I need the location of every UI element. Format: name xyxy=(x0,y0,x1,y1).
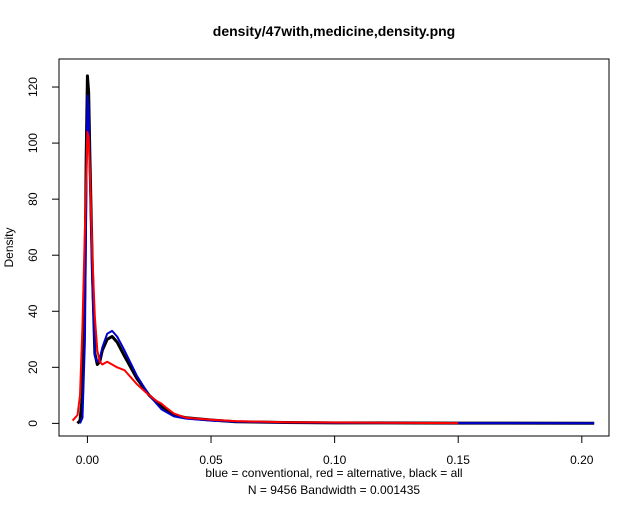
y-tick-label: 20 xyxy=(26,360,40,374)
y-axis: 0 20 40 60 80 100 120 xyxy=(26,77,60,427)
series-line-all xyxy=(76,74,595,425)
series-layer xyxy=(71,74,595,425)
x-axis: 0.00 0.05 0.10 0.15 0.20 xyxy=(76,435,594,467)
plot-frame xyxy=(58,58,610,437)
y-tick-label: 40 xyxy=(26,304,40,318)
y-axis-label: Density xyxy=(2,227,16,267)
x-tick-label: 0.05 xyxy=(199,453,223,467)
x-tick-label: 0.20 xyxy=(570,453,594,467)
x-tick-label: 0.00 xyxy=(76,453,100,467)
x-tick-label: 0.15 xyxy=(447,453,471,467)
x-axis-label-stats: N = 9456 Bandwidth = 0.001435 xyxy=(248,483,420,497)
series-line-alternative xyxy=(71,130,459,425)
y-tick-label: 0 xyxy=(26,420,40,427)
y-tick-label: 100 xyxy=(26,133,40,153)
x-axis-label-legend: blue = conventional, red = alternative, … xyxy=(205,466,462,480)
y-tick-label: 120 xyxy=(26,77,40,97)
x-tick-label: 0.10 xyxy=(323,453,347,467)
chart-title: density/47with,medicine,density.png xyxy=(213,23,455,39)
series-line-conventional xyxy=(79,94,595,425)
y-tick-label: 60 xyxy=(26,248,40,262)
y-tick-label: 80 xyxy=(26,192,40,206)
